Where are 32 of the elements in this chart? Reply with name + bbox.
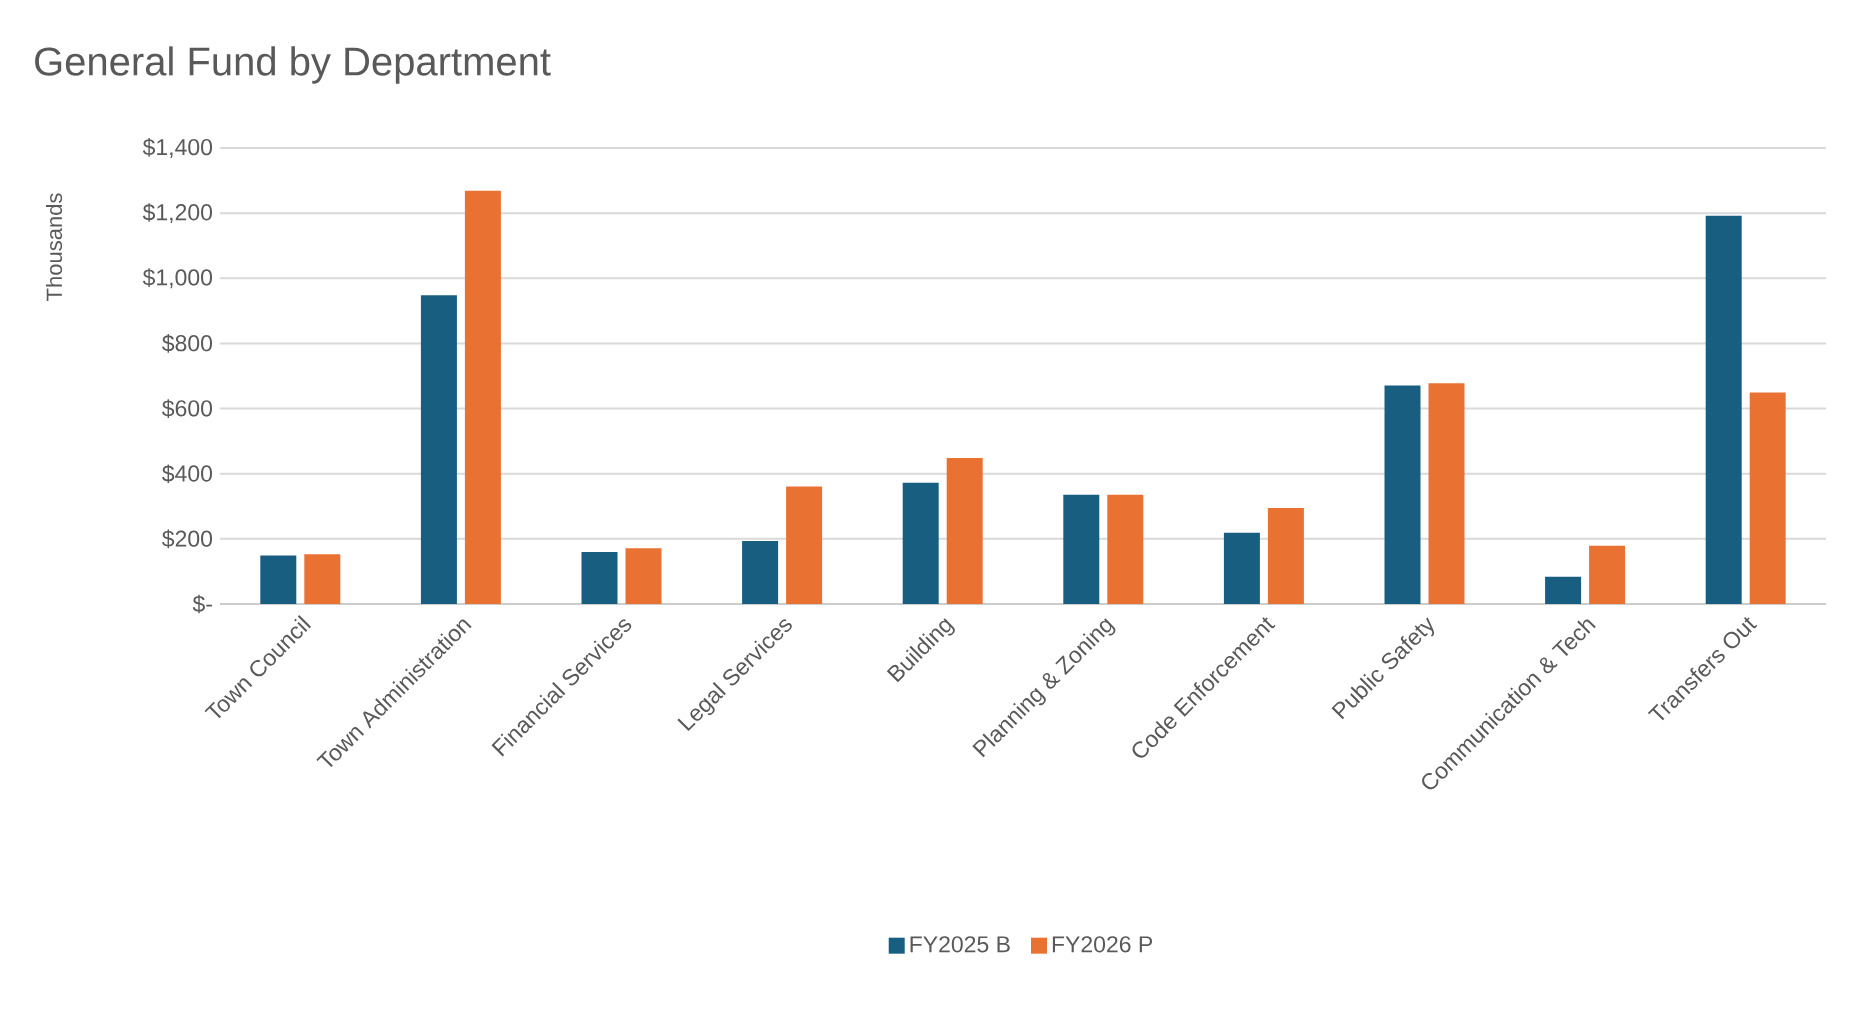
y-tick-label: $200 [162, 529, 213, 549]
bar [1749, 392, 1786, 604]
bar [260, 555, 297, 604]
bar [1428, 383, 1465, 604]
legend-label: FY2025 B [910, 936, 1010, 953]
bar [1589, 545, 1626, 604]
bar [1384, 385, 1421, 604]
bar [1063, 494, 1100, 604]
y-tick-label: $600 [162, 399, 213, 418]
bar [1223, 532, 1260, 604]
y-tick-label: $1,200 [142, 203, 213, 224]
y-tick-label: $800 [162, 334, 213, 353]
y-tick-label: $1,000 [142, 268, 213, 289]
bar [902, 482, 939, 604]
y-tick-label: $1,400 [142, 138, 213, 158]
bar [786, 486, 823, 604]
bar [742, 541, 779, 604]
bar [1267, 507, 1304, 604]
bar [1705, 215, 1742, 604]
legend-label: FY2026 P [1052, 936, 1153, 953]
bar [581, 551, 618, 604]
bar [304, 554, 341, 604]
bar [420, 295, 457, 604]
bar [946, 458, 983, 604]
bar [464, 190, 501, 604]
chart-title: General Fund by Department [35, 46, 551, 84]
y-tick-label: $- [192, 594, 212, 614]
y-tick-label: $400 [162, 464, 213, 484]
bar [1545, 576, 1582, 604]
y-axis-title: Thousands [45, 193, 63, 301]
bar [1107, 494, 1144, 604]
bar [625, 548, 662, 604]
